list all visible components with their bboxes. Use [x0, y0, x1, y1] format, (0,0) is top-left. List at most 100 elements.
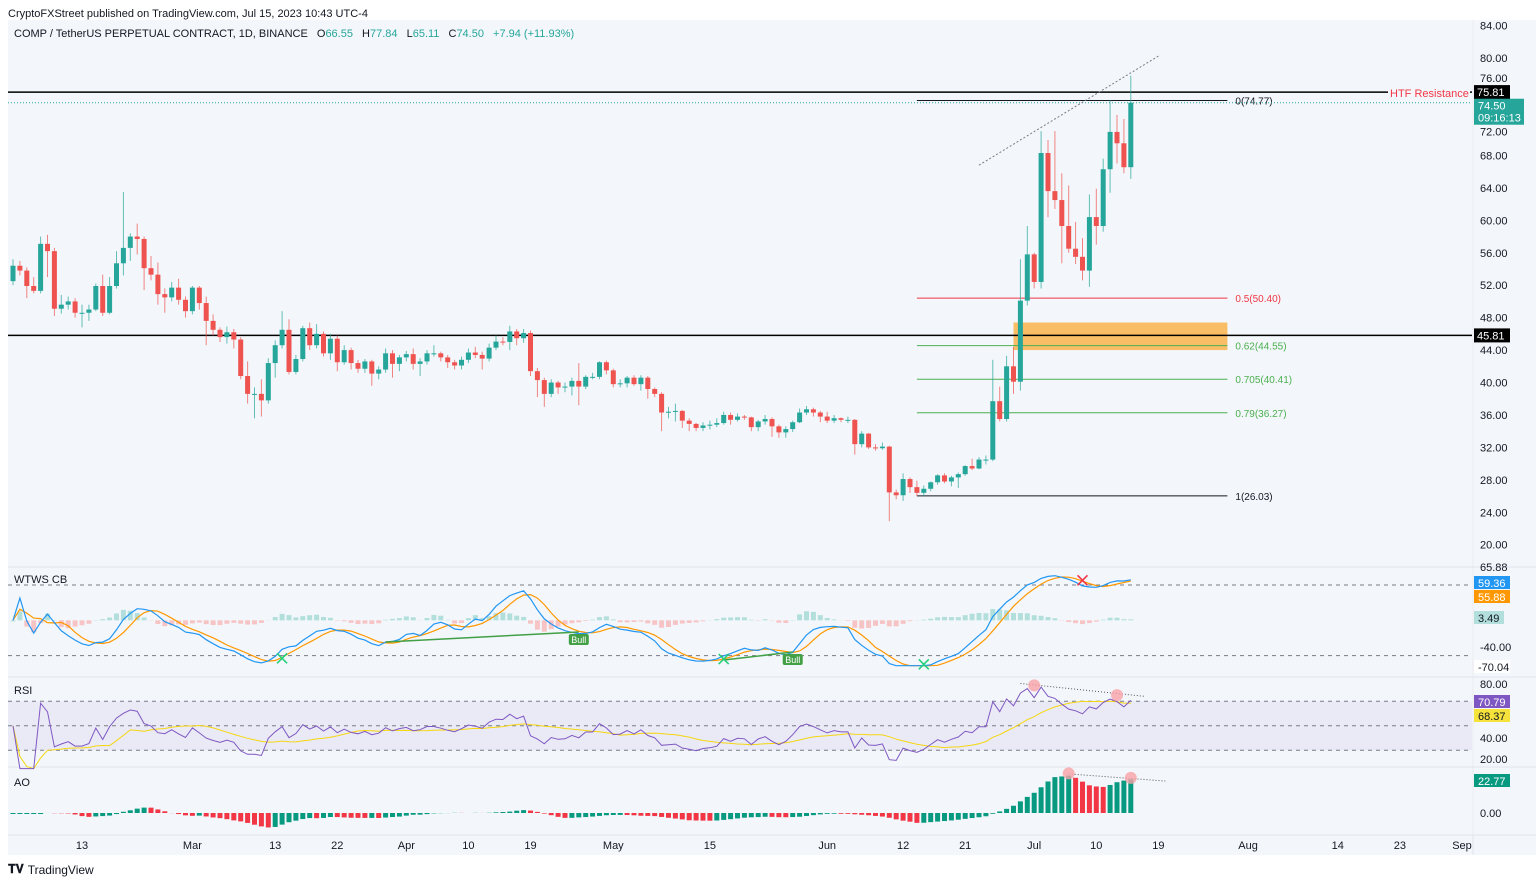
candle — [824, 411, 830, 424]
ao-bar — [652, 813, 658, 817]
ao-bar — [590, 813, 596, 817]
candle-body — [1128, 102, 1134, 168]
rsi-pane-title: RSI — [14, 685, 32, 697]
ao-bar — [666, 813, 671, 818]
candle-body — [417, 361, 423, 364]
candle-body — [748, 417, 754, 428]
wt-histogram-bar — [610, 619, 616, 621]
trendline[interactable] — [978, 55, 1159, 166]
bar-countdown: 09:16:13 — [1478, 113, 1521, 125]
candle-body — [879, 446, 885, 449]
wt-histogram-bar — [314, 614, 320, 621]
wt-histogram-bar — [907, 620, 913, 622]
candle — [58, 294, 64, 314]
candle — [341, 345, 347, 365]
candle-body — [1093, 217, 1099, 226]
ao-bar — [114, 813, 119, 815]
candle-body — [1114, 131, 1120, 144]
bull-label: Bull — [785, 655, 800, 665]
ao-bar — [583, 813, 589, 818]
close-value: 74.50 — [456, 28, 484, 40]
candle-body — [224, 332, 230, 338]
candle-body — [645, 377, 651, 390]
price-tick-label: 24.00 — [1480, 507, 1508, 519]
time-tick-label: 15 — [704, 840, 716, 852]
high-value: 77.84 — [369, 28, 398, 40]
candle — [797, 408, 803, 424]
ao-bar — [79, 813, 85, 817]
wt-histogram-bar — [493, 613, 499, 621]
ao-bar — [403, 813, 409, 816]
wt-histogram-bar — [728, 617, 734, 621]
fib-level-label: 0.62(44.55) — [1235, 342, 1286, 353]
candle — [1031, 252, 1037, 289]
wt-histogram-bar — [459, 620, 464, 624]
candle-body — [45, 243, 50, 252]
ao-bar — [38, 813, 44, 814]
candle — [1114, 114, 1120, 164]
fib-level-label: 1(26.03) — [1235, 492, 1272, 503]
candle — [672, 403, 678, 422]
ao-bar — [1080, 781, 1085, 813]
candle — [783, 426, 789, 438]
candle-body — [65, 301, 71, 305]
ao-bar — [500, 812, 506, 813]
candle — [293, 354, 299, 375]
cross-marker-icon — [276, 652, 288, 664]
ao-bar — [914, 813, 920, 823]
time-tick-label: Aug — [1238, 840, 1258, 852]
ao-bar — [307, 813, 313, 819]
candle-body — [348, 350, 354, 364]
cross-marker-icon — [1076, 574, 1089, 586]
ao-bar — [286, 813, 292, 823]
candle-body — [817, 412, 823, 417]
candle-body — [852, 419, 858, 445]
time-axis[interactable] — [8, 835, 1536, 855]
candle-body — [286, 329, 292, 372]
candle-body — [693, 423, 699, 428]
ao-bar — [838, 813, 844, 814]
candle-body — [279, 329, 285, 346]
ao-bar — [383, 813, 389, 818]
candle — [1086, 194, 1092, 287]
wt-histogram-bar — [120, 609, 126, 621]
ao-bar — [348, 813, 354, 818]
candle-body — [210, 320, 216, 330]
wt-histogram-bar — [424, 617, 430, 621]
ao-bar — [155, 809, 161, 813]
ao-bar — [555, 813, 561, 817]
symbol-title[interactable]: COMP / TetherUS PERPETUAL CONTRACT, 1D, … — [14, 28, 308, 40]
candle-body — [776, 426, 782, 433]
candle-body — [72, 301, 78, 313]
ao-bar — [72, 813, 78, 815]
price-axis-badge — [1474, 85, 1510, 100]
wt-histogram-bar — [804, 611, 809, 621]
candle — [707, 420, 713, 430]
open-value: 66.55 — [325, 28, 353, 40]
wt-histogram-bar — [362, 620, 368, 624]
ao-divergence-marker — [1124, 771, 1137, 784]
ao-bar — [714, 813, 720, 821]
candle-body — [486, 347, 492, 359]
candle-body — [666, 411, 671, 413]
ao-bar — [824, 813, 830, 814]
ao-bar — [162, 811, 168, 813]
candle — [1100, 158, 1106, 232]
ao-bar — [804, 813, 809, 817]
wt-histogram-bar — [879, 620, 885, 624]
candle-body — [603, 362, 609, 371]
ao-bar — [645, 813, 651, 816]
wt2-line — [12, 576, 1131, 667]
candle-body — [714, 423, 720, 425]
wt-histogram-bar — [431, 614, 437, 621]
candle-body — [265, 363, 271, 401]
wt-histogram-bar — [700, 620, 706, 622]
rsi-axis-label: 80.00 — [1480, 679, 1508, 691]
ao-bar — [355, 813, 361, 818]
wt-histogram-bar — [845, 620, 851, 621]
candle-body — [493, 341, 499, 348]
candle-body — [534, 371, 540, 381]
candle — [100, 274, 106, 317]
wt-histogram-bar — [541, 620, 547, 632]
